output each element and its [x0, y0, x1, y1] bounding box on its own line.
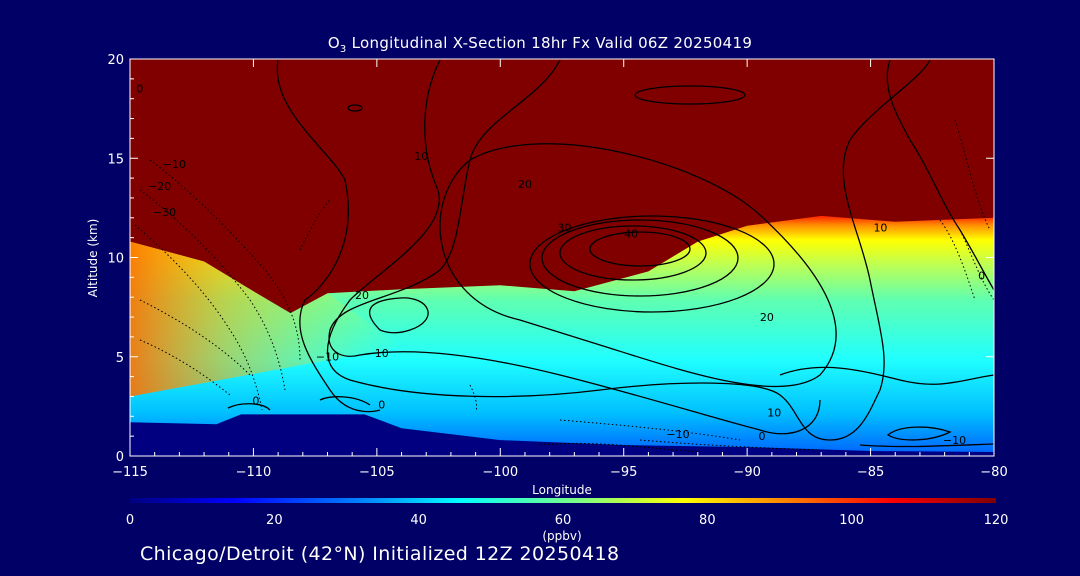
run-info-footer: Chicago/Detroit (42°N) Initialized 12Z 2… [140, 543, 620, 565]
contour-label: −10 [943, 434, 966, 447]
y-tick-label: 5 [116, 351, 124, 366]
contour-label: 20 [760, 311, 774, 324]
contour-label: 0 [378, 398, 385, 411]
x-axis: −115 −110 −105 −100 −95 −90 −85 −80 [112, 59, 1008, 480]
contour-label: 10 [767, 406, 781, 419]
chart-title: O3 Longitudinal X-Section 18hr Fx Valid … [327, 34, 753, 55]
colorbar-tick-label: 20 [266, 513, 283, 528]
ground-mask [130, 414, 994, 456]
y-tick-label: 20 [107, 53, 124, 68]
contour-label: 0 [136, 83, 143, 96]
contour-label: 10 [873, 222, 887, 235]
x-axis-label: Longitude [532, 483, 592, 497]
x-tick-label: −115 [112, 465, 148, 480]
x-tick-label: −85 [857, 465, 884, 480]
y-axis: 0 5 10 15 20 [107, 53, 994, 465]
x-tick-label: −80 [980, 465, 1007, 480]
contour-label: 0 [978, 269, 985, 282]
contour-label: 20 [355, 289, 369, 302]
colorbar-tick-label: 40 [410, 513, 427, 528]
colorbar-tick-label: 120 [984, 513, 1009, 528]
colorbar: 0 20 40 60 80 100 120 (ppbv) [126, 498, 1009, 543]
colorbar-tick-label: 0 [126, 513, 134, 528]
contour-label: 30 [557, 222, 571, 235]
x-tick-label: −90 [733, 465, 760, 480]
y-tick-label: 15 [107, 152, 124, 167]
colorbar-tick-label: 100 [839, 513, 864, 528]
contour-label: 10 [414, 150, 428, 163]
x-tick-label: −95 [610, 465, 637, 480]
colorbar-tick-label: 60 [555, 513, 572, 528]
contour-label: −10 [163, 158, 186, 171]
contour-label: 40 [624, 228, 638, 241]
contour-label: 10 [375, 347, 389, 360]
contour-label: −30 [153, 206, 176, 219]
contour-label: 20 [518, 178, 532, 191]
contour-label: −10 [666, 428, 689, 441]
dotted-contour-lines [134, 119, 994, 453]
colorbar-ramp [130, 498, 996, 503]
contour-lines [227, 59, 994, 448]
y-axis-label: Altitude (km) [86, 219, 100, 298]
ozone-filled-field [130, 215, 994, 456]
y-tick-label: 0 [116, 450, 124, 465]
y-tick-label: 10 [107, 252, 124, 267]
colorbar-ticks: 0 20 40 60 80 100 120 [126, 513, 1009, 528]
contour-label: −20 [148, 180, 171, 193]
ozone-west-gradient [130, 241, 402, 397]
x-tick-label: −100 [482, 465, 518, 480]
colorbar-units: (ppbv) [542, 529, 581, 543]
x-tick-label: −110 [236, 465, 272, 480]
x-tick-label: −105 [359, 465, 395, 480]
contour-label: −10 [316, 351, 339, 364]
colorbar-tick-label: 80 [699, 513, 716, 528]
contour-label: 0 [252, 394, 259, 407]
contour-label: 0 [758, 430, 765, 443]
